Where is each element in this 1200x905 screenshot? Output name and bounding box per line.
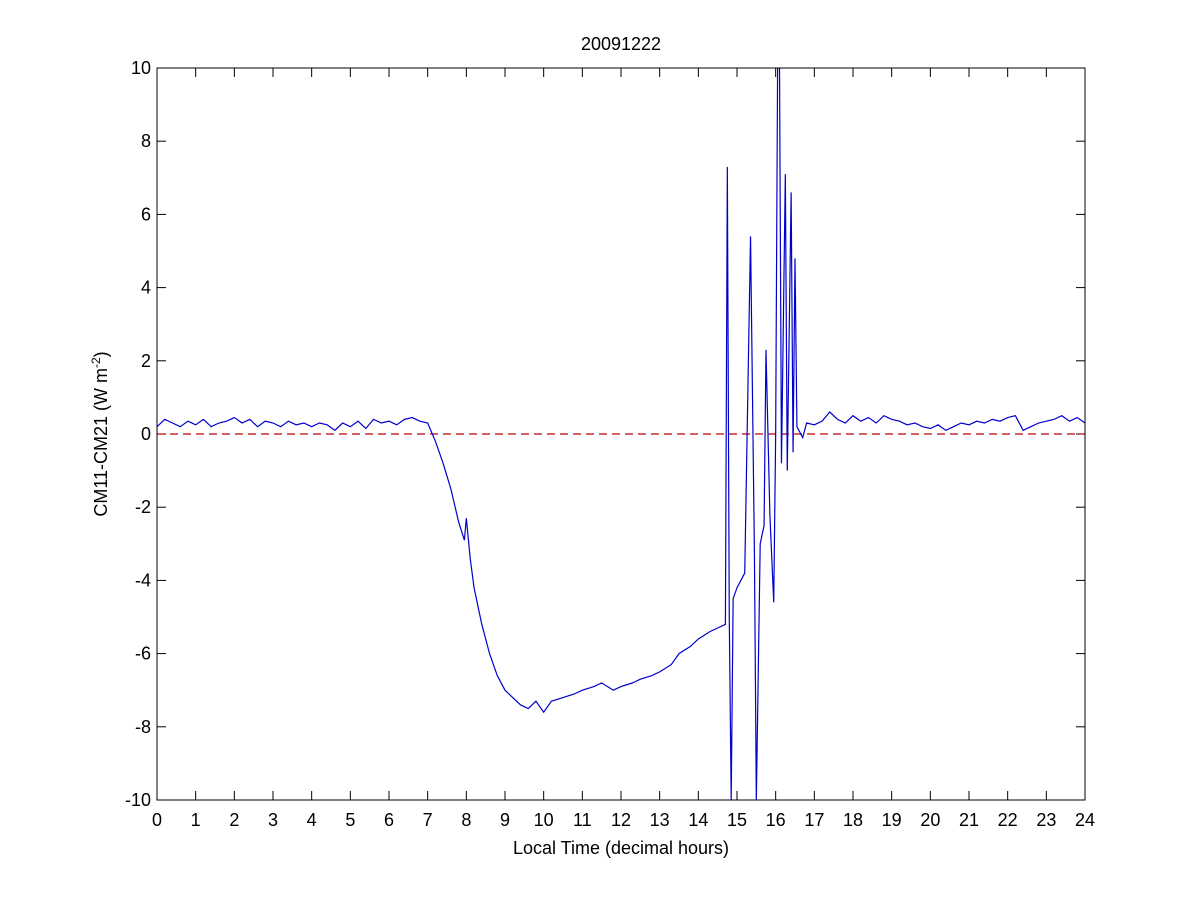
x-tick-label: 10 [534,810,554,830]
x-tick-label: 6 [384,810,394,830]
x-tick-label: 13 [650,810,670,830]
y-label-suffix: ) [91,351,111,357]
x-tick-label: 15 [727,810,747,830]
y-label-sup: -2 [89,357,103,368]
y-axis-label: CM11-CM21 (W m-2) [89,351,111,516]
x-tick-label: 3 [268,810,278,830]
x-tick-label: 16 [766,810,786,830]
y-label-text: CM11-CM21 (W m [91,368,111,517]
y-tick-label: -2 [135,497,151,517]
x-tick-label: 4 [307,810,317,830]
y-tick-label: 0 [141,424,151,444]
y-tick-label: -8 [135,717,151,737]
x-tick-label: 14 [688,810,708,830]
x-tick-label: 23 [1036,810,1056,830]
y-tick-label: -6 [135,644,151,664]
x-tick-label: 7 [423,810,433,830]
data-line [157,68,1085,800]
x-axis-label: Local Time (decimal hours) [513,838,729,858]
y-tick-label: -4 [135,570,151,590]
y-tick-label: -10 [125,790,151,810]
x-tick-label: 9 [500,810,510,830]
x-tick-label: 24 [1075,810,1095,830]
x-tick-label: 12 [611,810,631,830]
chart-title: 20091222 [581,34,661,54]
plot-frame [156,67,1086,801]
x-tick-label: 17 [804,810,824,830]
y-tick-label: 4 [141,278,151,298]
y-tick-label: 8 [141,131,151,151]
x-tick-label: 0 [152,810,162,830]
x-tick-label: 22 [998,810,1018,830]
x-tick-label: 19 [882,810,902,830]
y-tick-label: 10 [131,58,151,78]
x-tick-label: 2 [229,810,239,830]
x-tick-label: 11 [573,810,592,830]
y-tick-label: 6 [141,204,151,224]
x-tick-label: 5 [345,810,355,830]
x-tick-label: 20 [920,810,940,830]
x-tick-label: 18 [843,810,863,830]
y-tick-label: 2 [141,351,151,371]
x-tick-label: 21 [959,810,979,830]
x-tick-label: 1 [191,810,201,830]
x-tick-label: 8 [461,810,471,830]
